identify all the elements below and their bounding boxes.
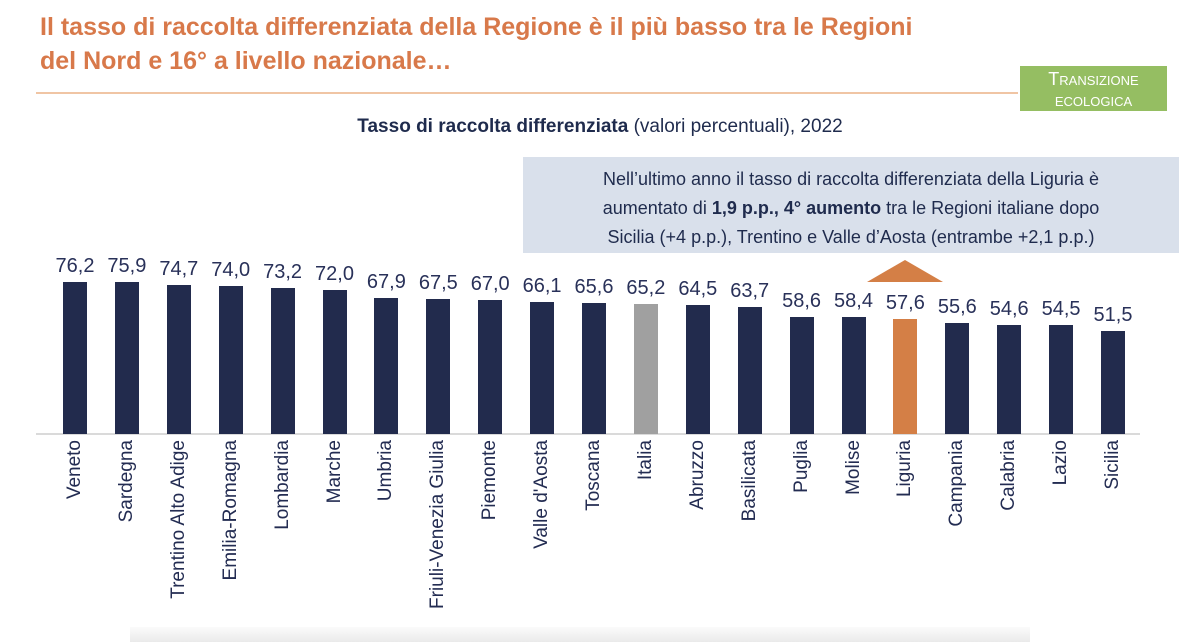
axis-label-sicilia: Sicilia: [1102, 440, 1123, 490]
bar-liguria: [893, 318, 918, 434]
bar-value-sicilia: 51,5: [1093, 304, 1133, 326]
axis-label-calabria: Calabria: [998, 440, 1020, 511]
bar-value-lombardia: 73,2: [263, 260, 303, 283]
chart-title: Tasso di raccolta differenziata (valori …: [0, 116, 1200, 138]
bar-value-lazio: 54,5: [1041, 298, 1081, 320]
slide-title-line2: del Nord e 16° a livello nazionale…: [40, 47, 452, 75]
bar-value-trentino-alto-adige: 74,7: [159, 257, 199, 280]
bar-value-abruzzo: 64,5: [678, 278, 718, 300]
bar-value-friuli-venezia-giulia: 67,5: [418, 272, 458, 294]
slide-title: Il tasso di raccolta differenziata della…: [40, 10, 912, 78]
bar-abruzzo: [685, 305, 710, 434]
x-axis-line: [36, 433, 1140, 435]
axis-label-molise: Molise: [842, 440, 864, 495]
axis-label-umbria: Umbria: [375, 440, 397, 502]
bar-lazio: [1049, 325, 1074, 434]
bar-value-italia: 65,2: [626, 276, 666, 299]
bar-value-campania: 55,6: [937, 295, 977, 318]
chart-title-bold: Tasso di raccolta differenziata: [357, 116, 629, 137]
axis-label-friuli-venezia-giulia: Friuli-Venezia Giulia: [427, 440, 449, 609]
slide-title-line1: Il tasso di raccolta differenziata della…: [40, 13, 913, 41]
axis-label-basilicata: Basilicata: [738, 440, 760, 522]
liguria-increase-marker-icon: [867, 260, 944, 282]
axis-label-marche: Marche: [323, 440, 345, 504]
axis-label-valle-d-aosta: Valle d'Aosta: [531, 440, 553, 549]
bar-molise: [841, 317, 866, 434]
bar-value-marche: 72,0: [315, 263, 354, 285]
bar-value-emilia-romagna: 74,0: [211, 259, 251, 281]
bar-trentino-alto-adige: [166, 284, 191, 434]
bar-value-calabria: 54,6: [989, 297, 1029, 320]
bar-calabria: [997, 324, 1022, 434]
bar-umbria: [374, 298, 399, 434]
bar-value-puglia: 58,6: [782, 289, 822, 312]
axis-label-sardegna: Sardegna: [115, 440, 137, 523]
axis-label-italia: Italia: [634, 440, 656, 481]
annotation-text: Sicilia (+4 p.p.), Trentino e Valle d’Ao…: [607, 227, 1095, 247]
bar-value-toscana: 65,6: [574, 275, 614, 298]
chart-title-rest: (valori percentuali), 2022: [628, 116, 843, 137]
bar-valle-d-aosta: [530, 301, 555, 434]
annotation-bold-text: 1,9 p.p.,: [711, 198, 779, 218]
bar-friuli-venezia-giulia: [426, 299, 451, 434]
bar-toscana: [582, 302, 606, 434]
footer-strip: [130, 627, 1030, 642]
bar-sardegna: [114, 282, 139, 434]
bar-lombardia: [270, 287, 295, 434]
bar-basilicata: [737, 306, 762, 434]
bar-emilia-romagna: [218, 286, 243, 434]
annotation-text: tra le Regioni italiane dopo: [881, 198, 1100, 218]
axis-label-campania: Campania: [946, 440, 968, 527]
axis-label-piemonte: Piemonte: [479, 440, 501, 521]
bar-value-piemonte: 67,0: [470, 273, 510, 295]
annotation-bold-text: 4° aumento: [783, 198, 882, 218]
axis-label-toscana: Toscana: [583, 440, 604, 511]
axis-label-emilia-romagna: Emilia-Romagna: [219, 440, 241, 581]
axis-label-liguria: Liguria: [894, 440, 916, 498]
badge-line2: ecologica: [1054, 90, 1133, 110]
bar-value-liguria: 57,6: [885, 291, 925, 314]
bar-italia: [633, 303, 658, 434]
bar-value-valle-d-aosta: 66,1: [522, 274, 562, 297]
bar-value-basilicata: 63,7: [730, 279, 770, 302]
bar-piemonte: [478, 300, 503, 434]
annotation-text: aumentato di: [602, 198, 712, 218]
bar-puglia: [789, 316, 814, 434]
axis-label-trentino-alto-adige: Trentino Alto Adige: [167, 440, 189, 599]
axis-label-abruzzo: Abruzzo: [686, 440, 708, 510]
bar-campania: [945, 322, 970, 434]
bar-value-molise: 58,4: [834, 290, 873, 313]
bar-sicilia: [1101, 331, 1125, 434]
axis-label-puglia: Puglia: [790, 440, 812, 493]
badge-line1: Transizione: [1048, 69, 1139, 89]
axis-label-lazio: Lazio: [1050, 440, 1072, 486]
bar-value-sardegna: 75,9: [107, 255, 147, 278]
axis-label-lombardia: Lombardia: [271, 440, 293, 530]
annotation-text: Nell’ultimo anno il tasso di raccolta di…: [603, 169, 1099, 189]
axis-label-veneto: Veneto: [64, 440, 85, 500]
bar-value-umbria: 67,9: [366, 271, 406, 294]
transizione-ecologica-badge: Transizione ecologica: [1020, 66, 1167, 111]
annotation-box: Nell’ultimo anno il tasso di raccolta di…: [523, 157, 1179, 253]
title-divider: [36, 92, 1018, 94]
bar-value-veneto: 76,2: [55, 254, 95, 277]
bar-veneto: [63, 281, 87, 434]
bar-marche: [322, 290, 347, 434]
